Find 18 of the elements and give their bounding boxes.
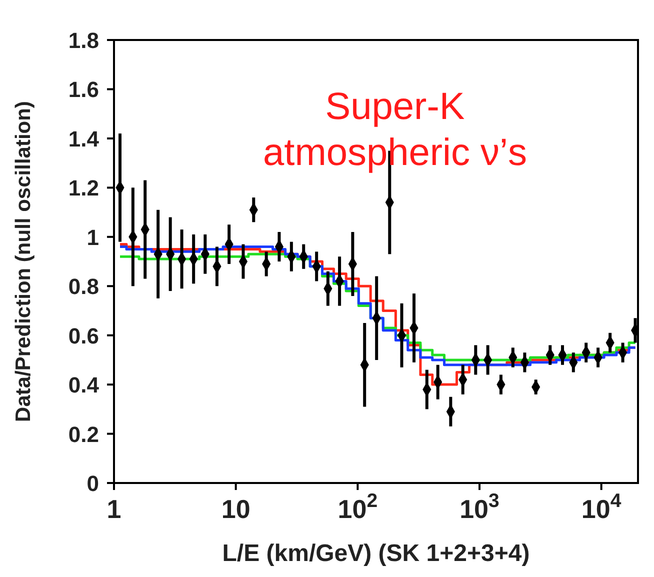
y-tick-label: 0.6 [68,323,99,348]
y-axis-title: Data/Prediction (null oscillation) [12,101,35,422]
x-tick-label: 10$^{3}$ [460,490,500,524]
y-tick-label: 1.6 [68,77,99,102]
y-tick-label: 1.2 [68,176,99,201]
y-tick-label: 1.4 [68,126,100,152]
x-tick-label: 10$^{2}$ [338,490,378,524]
x-axis-title: L/E (km/GeV) (SK 1+2+3+4) [222,540,530,567]
y-tick-label: 0.4 [68,372,100,398]
y-tick-label: 0 [86,471,99,496]
y-tick-label: 0.2 [68,422,99,447]
x-tick-label: 1 [106,494,122,524]
y-tick-label: 1.8 [68,28,99,53]
y-tick-label: 0.8 [68,274,99,300]
annotation: Super-K atmospheric ν’s [262,85,528,176]
x-tick-label: 10 [221,494,250,524]
x-tick-label: 10$^{4}$ [581,490,622,524]
y-tick-label: 1 [86,224,99,250]
